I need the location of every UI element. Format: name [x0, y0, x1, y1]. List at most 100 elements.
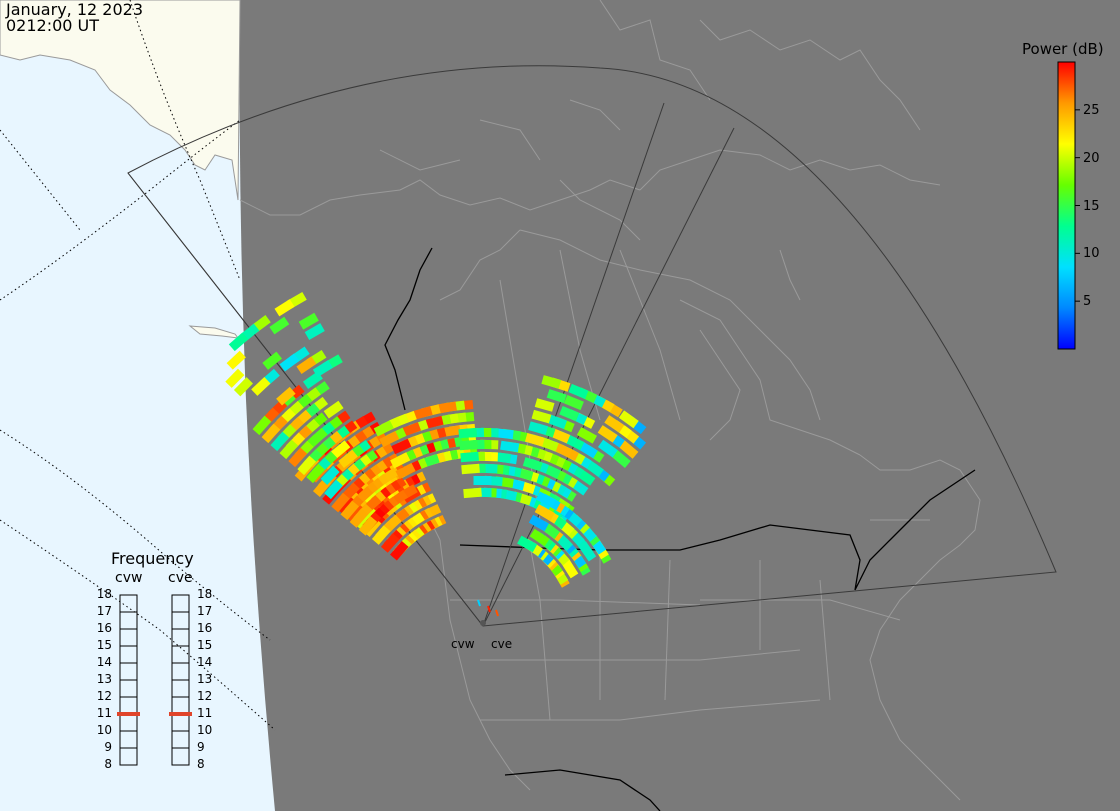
near-range-echo: [477, 599, 481, 607]
backscatter-cell: [298, 312, 319, 330]
frequency-scale-label: 11: [197, 706, 213, 720]
backscatter-cell: [535, 491, 556, 508]
frequency-scale-label: 10: [197, 723, 213, 737]
backscatter-cell: [395, 462, 416, 480]
backscatter-cell: [441, 425, 461, 438]
frequency-scale-label: 16: [197, 621, 213, 635]
backscatter-cell: [597, 425, 618, 443]
radar-label-cve: cve: [491, 637, 513, 651]
backscatter-cell: [226, 350, 246, 370]
frequency-scale-label: 18: [96, 587, 112, 601]
backscatter-cell: [461, 463, 480, 475]
backscatter-cell: [380, 533, 400, 553]
colorbar-title: Power (dB): [1022, 40, 1104, 58]
frequency-scale-label: 16: [96, 621, 112, 635]
colorbar-tick-label: 10: [1083, 246, 1100, 262]
backscatter-cell: [390, 541, 409, 561]
backscatter-cell: [331, 492, 350, 513]
radar-site-marker: [480, 620, 486, 626]
colorbar-tick-label: 20: [1083, 150, 1100, 166]
backscatter-cell: [524, 432, 545, 447]
backscatter-cell: [460, 451, 479, 463]
backscatter-cell: [390, 452, 411, 469]
backscatter-cell: [463, 487, 482, 499]
frequency-label-cvw: cvw: [115, 570, 143, 586]
backscatter-cell: [517, 535, 538, 553]
backscatter-cell: [534, 504, 555, 521]
frequency-scale-label: 10: [96, 723, 112, 737]
frequency-cell-cve: [171, 747, 190, 766]
colorbar: [1057, 61, 1076, 350]
backscatter-cell: [274, 299, 295, 317]
frequency-scale-label: 9: [104, 740, 112, 754]
colorbar-ticks: [1075, 109, 1080, 302]
backscatter-cell: [563, 394, 584, 411]
coastlines: [239, 0, 981, 801]
backscatter-cell: [371, 525, 391, 545]
backscatter-cell: [550, 428, 571, 444]
frequency-marker-cvw: [117, 712, 140, 716]
backscatter-cell: [225, 368, 245, 388]
backscatter-cell: [233, 377, 253, 397]
backscatter-cell: [349, 508, 369, 528]
backscatter-cell: [531, 409, 552, 424]
backscatter-cell: [541, 375, 562, 389]
backscatter-cell: [304, 323, 325, 340]
backscatter-cell: [494, 428, 514, 440]
backscatter-cell: [534, 398, 555, 412]
frequency-marker-cve: [169, 712, 192, 716]
backscatter-cell: [423, 415, 444, 429]
backscatter-cell: [324, 479, 343, 500]
backscatter-cell: [473, 475, 492, 486]
backscatter-cell: [597, 439, 618, 458]
graticule: [0, 0, 276, 731]
frequency-scale-label: 13: [197, 672, 213, 686]
near-range-echo: [495, 609, 499, 617]
frequency-scale-label: 14: [197, 655, 213, 669]
frequency-scale-label: 9: [197, 740, 205, 754]
night-region: [239, 0, 1120, 811]
backscatter-cell: [373, 420, 394, 437]
backscatter-cell: [618, 410, 639, 429]
backscatter-cell: [297, 455, 317, 476]
daylight-land: [0, 0, 241, 201]
frequency-scale-label: 8: [197, 757, 205, 771]
backscatter-cell: [528, 421, 549, 435]
backscatter-cell: [611, 449, 631, 468]
backscatter-cell: [528, 514, 549, 532]
frequency-scale-label: 12: [96, 689, 112, 703]
backscatter-cell: [577, 441, 598, 459]
backscatter-cell: [306, 463, 325, 484]
backscatter-cell: [338, 449, 358, 469]
frequency-panel: [117, 594, 192, 766]
backscatter-cell: [500, 440, 520, 453]
backscatter-cell: [276, 386, 296, 406]
backscatter-cell: [618, 440, 639, 459]
backscatter-cell: [604, 415, 625, 433]
backscatter-cell: [412, 406, 433, 420]
backscatter-cell: [262, 351, 283, 370]
backscatter-cell: [279, 439, 299, 460]
backscatter-cell: [252, 415, 272, 436]
backscatter-cell: [561, 558, 579, 579]
colorbar-tick-label: 25: [1083, 102, 1100, 118]
backscatter-cell: [296, 356, 317, 374]
backscatter-cell: [459, 439, 478, 451]
frequency-scale-label: 8: [104, 757, 112, 771]
backscatter-cell: [391, 438, 412, 455]
backscatter-cell: [522, 457, 543, 472]
frequency-scale-label: 11: [96, 706, 112, 720]
backscatter-layer: [225, 291, 647, 617]
frequency-scale-label: 13: [96, 672, 112, 686]
backscatter-cell: [401, 422, 422, 437]
backscatter-cell: [279, 353, 300, 372]
frequency-scale-label: 17: [96, 604, 112, 618]
backscatter-cell: [269, 316, 290, 335]
backscatter-cell: [340, 500, 359, 521]
national-borders: [384, 247, 976, 811]
date-label: January, 12 2023: [6, 0, 143, 19]
frequency-scale-label: 12: [197, 689, 213, 703]
frequency-title: Frequency: [111, 549, 194, 568]
